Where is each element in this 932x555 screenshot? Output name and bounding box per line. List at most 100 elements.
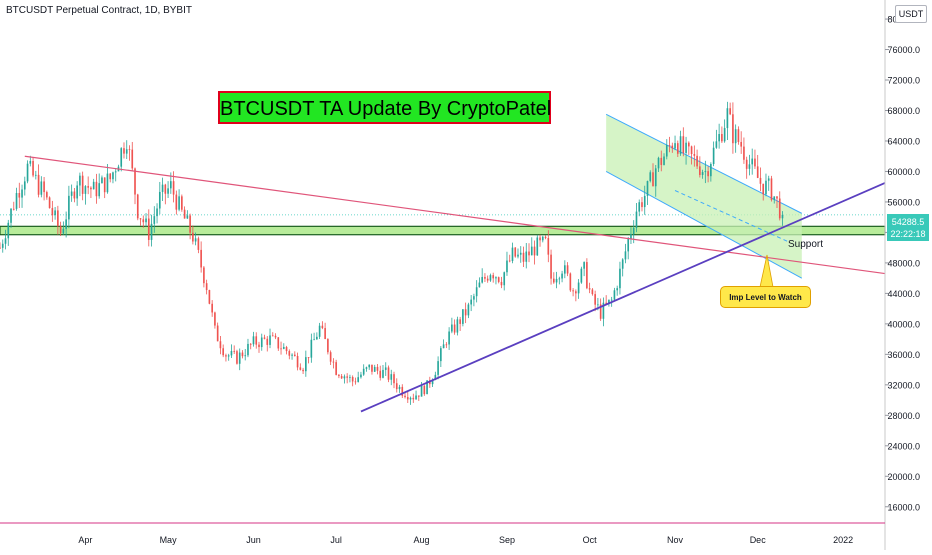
candle-body bbox=[214, 312, 216, 326]
candle-body bbox=[517, 254, 519, 257]
candle-body bbox=[668, 145, 671, 146]
ascending-trendline bbox=[360, 182, 886, 413]
currency-button[interactable]: USDT bbox=[895, 5, 927, 23]
candle-body bbox=[222, 348, 225, 356]
candle-body bbox=[145, 218, 147, 223]
candle-body bbox=[183, 209, 186, 219]
candle-body bbox=[635, 211, 638, 228]
candle-body bbox=[327, 339, 329, 353]
candle-body bbox=[346, 376, 348, 378]
candle-body bbox=[258, 344, 260, 348]
candle-body bbox=[0, 247, 1, 249]
candle-body bbox=[470, 299, 472, 305]
y-tick-label: 32000.0 bbox=[887, 380, 920, 390]
candle-body bbox=[362, 368, 365, 375]
candle-body bbox=[263, 337, 266, 339]
candle-body bbox=[776, 196, 778, 199]
candle-body bbox=[131, 149, 134, 169]
candle-body bbox=[299, 367, 302, 370]
candle-body bbox=[594, 294, 596, 305]
candle-body bbox=[103, 177, 106, 193]
candle-body bbox=[354, 381, 357, 383]
candle-body bbox=[613, 290, 616, 300]
y-tick-label: 16000.0 bbox=[887, 502, 920, 512]
candle-body bbox=[503, 272, 506, 286]
candle-body bbox=[379, 370, 382, 378]
candle-body bbox=[676, 143, 679, 154]
candle-body bbox=[597, 304, 599, 306]
zones bbox=[0, 113, 886, 279]
candle-body bbox=[10, 208, 12, 223]
candle-body bbox=[737, 129, 740, 142]
candle-body bbox=[147, 218, 150, 240]
candles bbox=[0, 101, 784, 405]
candle-body bbox=[70, 191, 73, 196]
x-tick-label: Dec bbox=[750, 535, 767, 545]
candle-body bbox=[153, 216, 156, 224]
candle-body bbox=[462, 309, 464, 324]
candle-body bbox=[561, 273, 563, 279]
candle-body bbox=[260, 337, 263, 348]
candle-body bbox=[318, 325, 321, 337]
candle-body bbox=[302, 369, 304, 372]
symbol-header: BTCUSDT Perpetual Contract, 1D, BYBIT bbox=[6, 5, 192, 16]
candle-body bbox=[415, 395, 417, 400]
candle-body bbox=[26, 163, 29, 182]
candle-body bbox=[420, 385, 423, 397]
candle-body bbox=[445, 344, 448, 346]
candle-body bbox=[106, 173, 109, 193]
candle-body bbox=[21, 189, 23, 198]
candle-body bbox=[186, 215, 189, 219]
candle-body bbox=[481, 276, 484, 283]
candle-body bbox=[37, 174, 40, 195]
candle-body bbox=[40, 181, 43, 195]
candle-body bbox=[101, 177, 103, 184]
bar-countdown: 22:22:18 bbox=[890, 229, 926, 239]
candle-body bbox=[575, 291, 577, 294]
candle-body bbox=[29, 161, 32, 164]
candle-body bbox=[92, 181, 95, 190]
falling-channel bbox=[606, 114, 802, 279]
candle-body bbox=[715, 141, 718, 148]
candle-body bbox=[395, 383, 398, 390]
candle-body bbox=[437, 361, 439, 375]
candle-body bbox=[759, 177, 762, 184]
candle-body bbox=[767, 178, 770, 181]
candle-body bbox=[743, 146, 745, 160]
candle-body bbox=[203, 267, 205, 284]
candle-body bbox=[244, 355, 247, 357]
candle-body bbox=[178, 196, 180, 210]
candle-body bbox=[95, 181, 98, 197]
candle-body bbox=[456, 319, 459, 333]
candle-body bbox=[382, 369, 384, 378]
candle-body bbox=[588, 288, 591, 290]
candle-body bbox=[365, 367, 368, 369]
candle-body bbox=[18, 193, 21, 198]
candle-body bbox=[329, 352, 332, 362]
candle-body bbox=[216, 325, 219, 342]
candle-body bbox=[291, 354, 293, 356]
imp-level-callout: Imp Level to Watch bbox=[720, 286, 811, 308]
candle-body bbox=[54, 210, 56, 216]
candle-body bbox=[473, 296, 475, 300]
candle-body bbox=[43, 181, 45, 193]
candle-body bbox=[114, 171, 117, 173]
candle-body bbox=[12, 208, 15, 210]
candle-body bbox=[32, 161, 34, 176]
candle-body bbox=[442, 344, 445, 349]
channel-upper-line bbox=[605, 113, 803, 214]
candle-body bbox=[506, 260, 508, 273]
descending-trendline bbox=[24, 155, 886, 275]
candle-body bbox=[528, 251, 530, 256]
candle-body bbox=[307, 357, 310, 358]
candle-body bbox=[586, 262, 588, 289]
y-tick-label: 60000.0 bbox=[887, 167, 920, 177]
candle-body bbox=[608, 299, 610, 304]
candle-body bbox=[338, 374, 340, 377]
candle-body bbox=[134, 168, 136, 195]
candle-body bbox=[665, 145, 668, 157]
candle-body bbox=[313, 339, 315, 341]
candle-body bbox=[274, 335, 277, 338]
